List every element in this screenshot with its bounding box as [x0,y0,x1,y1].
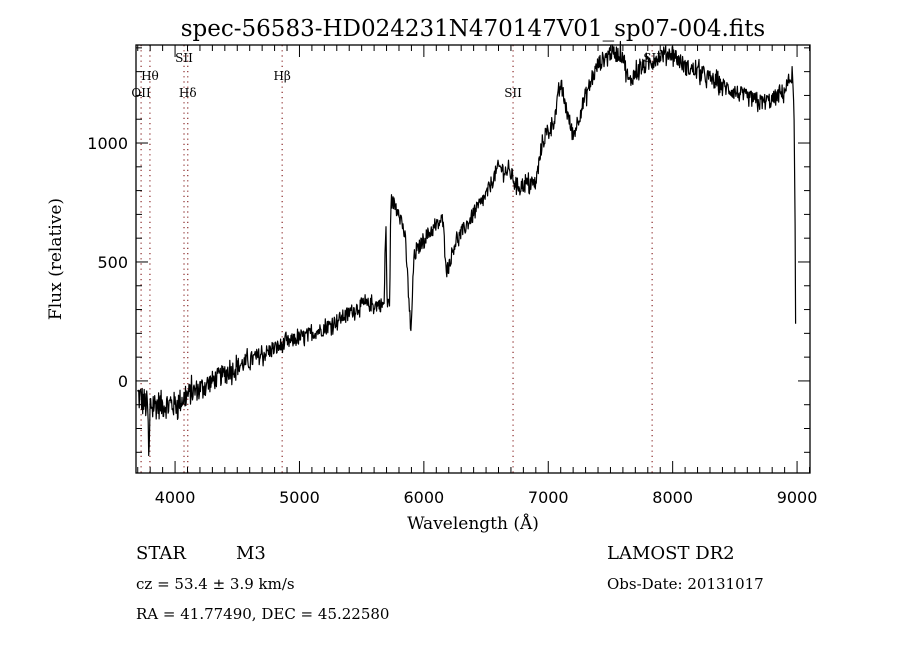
chart-title: spec-56583-HD024231N470147V01_sp07-004.f… [181,16,766,42]
x-tick-label: 7000 [528,488,569,507]
coordinates-text: RA = 41.77490, DEC = 45.22580 [136,605,389,623]
y-tick-label: 1000 [87,134,128,153]
x-tick-label: 9000 [777,488,818,507]
survey-name: LAMOST DR2 [607,543,735,564]
spectrum-line [137,40,797,457]
spectral-line-label: Hβ [273,69,290,83]
spectral-line-label: OII [131,86,151,100]
object-subclass: M3 [236,543,266,564]
spectral-line-label: Hθ [141,69,159,83]
y-axis-label: Flux (relative) [46,198,66,320]
object-class: STAR [136,543,186,564]
spectral-line-label: SII [504,86,522,100]
spectral-line-label: SII [175,51,193,65]
spectral-line-label: Hδ [179,86,197,100]
obs-date: Obs-Date: 20131017 [607,575,764,593]
y-tick-label: 500 [97,253,128,272]
redshift-text: cz = 53.4 ± 3.9 km/s [136,575,295,593]
x-tick-label: 4000 [155,488,196,507]
y-tick-label: 0 [118,372,128,391]
x-tick-label: 5000 [279,488,320,507]
axis-ticks: 4000 5000 6000 7000 8000 9000 0 500 1000 [87,45,817,507]
x-axis-label: Wavelength (Å) [407,513,539,534]
x-tick-label: 6000 [404,488,445,507]
x-tick-label: 8000 [652,488,693,507]
plot-frame [135,44,811,474]
